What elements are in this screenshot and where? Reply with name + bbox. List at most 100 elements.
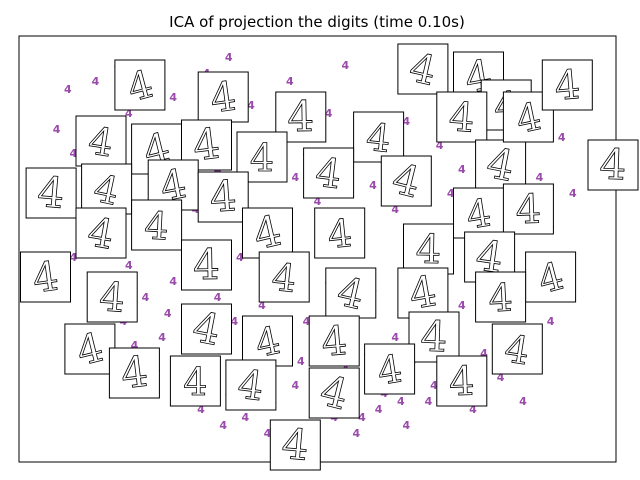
thumbnail-frame: [242, 315, 293, 367]
digit-thumbnail: 4: [131, 199, 183, 251]
scatter-point: 4: [458, 299, 466, 312]
scatter-point: 4: [64, 83, 72, 96]
thumbnail-digit: 4: [250, 136, 274, 180]
scatter-point: 4: [314, 195, 322, 208]
thumbnail-frame: [364, 343, 416, 395]
digit-thumbnail: 4: [525, 251, 577, 303]
thumbnail-digit: 4: [118, 347, 151, 399]
digit-thumbnail: 4: [325, 267, 377, 320]
scatter-point: 4: [458, 163, 466, 176]
scatter-point: 4: [352, 427, 360, 440]
thumbnail-digit: 4: [364, 115, 393, 161]
thumbnail-frame: [225, 359, 277, 411]
thumbnail-digit: 4: [515, 187, 542, 234]
thumbnail-frame: [181, 303, 232, 355]
digit-thumbnail: 4: [169, 355, 221, 407]
digit-thumbnail: 4: [275, 91, 327, 143]
scatter-point: 4: [569, 187, 577, 200]
scatter-point: 4: [447, 187, 455, 200]
thumbnail-frame: [502, 183, 554, 235]
thumbnail-digit: 4: [415, 227, 441, 273]
scatter-point: 4: [291, 171, 299, 184]
digit-thumbnail: 4: [181, 239, 232, 291]
digit-thumbnail: 4: [197, 71, 249, 123]
digit-thumbnail: 4: [114, 59, 166, 111]
thumbnail-digit: 4: [320, 318, 349, 366]
scatter-point: 4: [247, 99, 255, 112]
digit-thumbnail: 4: [269, 419, 321, 471]
thumbnail-frame: [131, 199, 183, 251]
scatter-point: 4: [131, 339, 139, 352]
thumbnail-frame: [397, 43, 449, 95]
thumbnail-digit: 4: [313, 150, 344, 199]
scatter-point: 4: [236, 251, 244, 264]
thumbnail-digit: 4: [30, 253, 62, 302]
scatter-point: 4: [291, 379, 299, 392]
scatter-point: 4: [558, 131, 566, 144]
thumbnail-frame: [308, 315, 360, 367]
thumbnail-frame: [169, 355, 221, 407]
thumbnail-frame: [541, 59, 593, 111]
thumbnail-digit: 4: [36, 167, 67, 218]
digit-thumbnail: 4: [86, 271, 138, 323]
digit-thumbnail: 4: [25, 167, 77, 219]
digit-thumbnail: 4: [453, 187, 504, 239]
scatter-point: 4: [258, 299, 266, 312]
chart-title: ICA of projection the digits (time 0.10s…: [169, 13, 465, 31]
scatter-point: 4: [469, 403, 477, 416]
thumbnail-digit: 4: [448, 359, 475, 406]
digit-thumbnail: 4: [397, 266, 449, 319]
scatter-point: 4: [430, 379, 438, 392]
thumbnail-frame: [269, 419, 321, 471]
scatter-point: 4: [425, 395, 433, 408]
thumbnail-frame: [587, 139, 639, 191]
digit-thumbnail: 4: [587, 139, 639, 191]
scatter-point: 4: [397, 395, 405, 408]
scatter-point: 4: [142, 291, 150, 304]
digit-thumbnail: 4: [364, 343, 416, 395]
thumbnail-digit: 4: [325, 211, 354, 257]
thumbnail-frame: [380, 155, 432, 207]
digit-thumbnail: 4: [75, 115, 127, 167]
scatter-point: 4: [286, 75, 294, 88]
digit-thumbnail: 4: [408, 311, 460, 363]
digit-thumbnail: 4: [242, 315, 293, 367]
scatter-point: 4: [230, 315, 238, 328]
thumbnail-frame: [408, 311, 460, 363]
scatter-point: 4: [480, 347, 488, 360]
thumbnail-digit: 4: [143, 203, 169, 248]
thumbnail-frame: [258, 251, 310, 303]
thumbnail-digit: 4: [235, 362, 266, 411]
thumbnail-frame: [86, 271, 138, 323]
thumbnail-frame: [325, 267, 377, 319]
digit-thumbnail: 4: [242, 205, 293, 260]
thumbnail-frame: [303, 147, 355, 199]
scatter-point: 4: [536, 171, 544, 184]
thumbnail-frame: [475, 139, 527, 191]
digit-thumbnail: 4: [181, 302, 232, 356]
digit-thumbnail: 4: [475, 271, 527, 323]
digit-thumbnail: 4: [380, 153, 432, 208]
thumbnail-digit: 4: [208, 73, 240, 122]
digit-thumbnail: 4: [197, 171, 249, 223]
scatter-point: 4: [125, 259, 133, 272]
scatter-point: 4: [214, 291, 222, 304]
digit-thumbnail: 4: [353, 111, 405, 163]
thumbnail-frame: [20, 251, 71, 303]
scatter-point: 4: [164, 307, 172, 320]
scatter-point: 4: [303, 315, 311, 328]
thumbnail-frame: [75, 115, 127, 167]
digit-thumbnail: 4: [491, 323, 543, 375]
thumbnail-frame: [436, 91, 488, 143]
thumbnail-frame: [197, 171, 249, 223]
scatter-point: 4: [53, 123, 61, 136]
scatter-point: 4: [158, 331, 166, 344]
scatter-point: 4: [547, 315, 555, 328]
scatter-point: 4: [92, 75, 100, 88]
digit-thumbnail: 4: [403, 223, 454, 275]
digit-thumbnail: 4: [308, 365, 360, 420]
digit-thumbnail: 4: [436, 355, 488, 407]
thumbnail-digit: 4: [420, 312, 448, 362]
digit-thumbnail: 4: [75, 207, 127, 259]
